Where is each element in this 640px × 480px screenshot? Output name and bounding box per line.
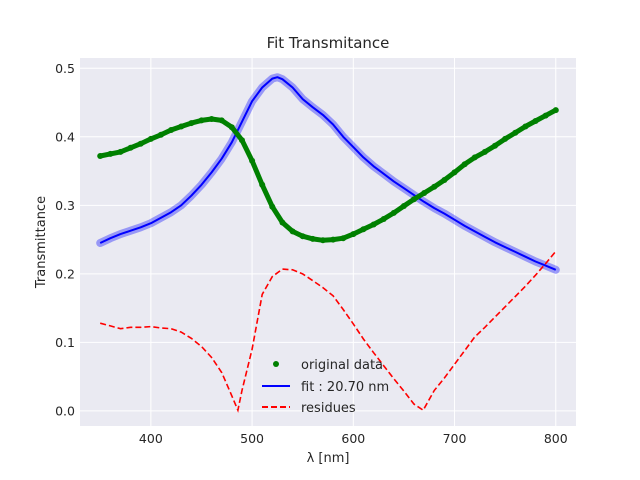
legend: original data fit : 20.70 nm residues	[262, 358, 389, 416]
y-tick-label: 0.0	[55, 403, 75, 418]
original-data-point	[492, 142, 498, 149]
original-data-point	[107, 150, 114, 157]
original-data-point	[228, 124, 235, 131]
original-data-point	[158, 131, 164, 138]
original-data-point	[218, 117, 225, 124]
original-data-point	[411, 196, 417, 203]
original-data-point	[350, 231, 357, 238]
original-data-point	[259, 181, 266, 188]
y-tick-label: 0.2	[55, 266, 75, 281]
legend-label-original-data: original data	[301, 358, 383, 373]
original-data-point	[309, 235, 316, 242]
legend-marker-original-data	[273, 361, 279, 367]
series-layer	[96, 73, 560, 413]
original-data-point	[340, 235, 347, 242]
y-tick-label: 0.5	[55, 61, 75, 76]
original-data-point	[330, 236, 337, 243]
original-data-point	[461, 161, 468, 168]
x-tick-label: 800	[544, 431, 568, 446]
y-tick-label: 0.1	[55, 335, 75, 350]
original-data-point	[502, 135, 509, 142]
original-data-trace	[97, 107, 559, 243]
original-data-point	[360, 226, 367, 233]
original-data-point	[168, 127, 175, 133]
original-data-point	[421, 190, 428, 196]
y-axis-label: Transmittance	[34, 196, 49, 289]
original-data-point	[319, 237, 326, 244]
x-axis-label: λ [nm]	[307, 451, 350, 466]
original-data-point	[522, 123, 529, 130]
residues-line	[99, 250, 557, 413]
grid	[80, 58, 576, 426]
original-data-point	[471, 154, 478, 161]
x-tick-label: 500	[240, 431, 264, 446]
original-data-point	[97, 153, 104, 159]
x-tick-label: 700	[443, 431, 467, 446]
tick-labels: 400 500 600 700 800 0.0 0.1 0.2 0.3 0.4 0.5	[55, 61, 568, 446]
original-data-point	[178, 123, 185, 130]
legend-label-fit: fit : 20.70 nm	[301, 380, 389, 395]
legend-label-residues: residues	[301, 401, 356, 416]
original-data-point	[269, 203, 276, 210]
chart-title: Fit Transmitance	[267, 34, 390, 52]
original-data-point	[380, 216, 387, 222]
original-data-point	[188, 120, 195, 127]
original-data-point	[239, 137, 245, 144]
original-data-point	[552, 107, 559, 114]
original-data-point	[370, 221, 377, 228]
original-data-point	[451, 169, 458, 176]
x-tick-label: 600	[341, 431, 365, 446]
original-data-point	[127, 144, 134, 151]
original-data-point	[147, 135, 154, 142]
x-tick-label: 400	[139, 431, 163, 446]
original-data-point	[542, 112, 549, 119]
original-data-point	[249, 157, 256, 164]
fit-line	[99, 76, 557, 271]
original-data-point	[198, 117, 205, 124]
original-data-point	[390, 209, 397, 216]
original-data-point	[289, 228, 296, 235]
y-tick-label: 0.4	[55, 129, 75, 144]
original-data-point	[441, 177, 448, 183]
original-data-point	[431, 183, 438, 190]
original-data-point	[117, 148, 124, 155]
original-data-point	[279, 219, 286, 226]
original-data-point	[400, 203, 407, 209]
original-data-point	[137, 140, 144, 147]
original-data-point	[512, 129, 519, 136]
original-data-point	[532, 118, 539, 124]
original-data-point	[481, 148, 488, 155]
original-data-point	[299, 233, 306, 240]
y-tick-label: 0.3	[55, 198, 75, 213]
original-data-point	[208, 116, 215, 122]
